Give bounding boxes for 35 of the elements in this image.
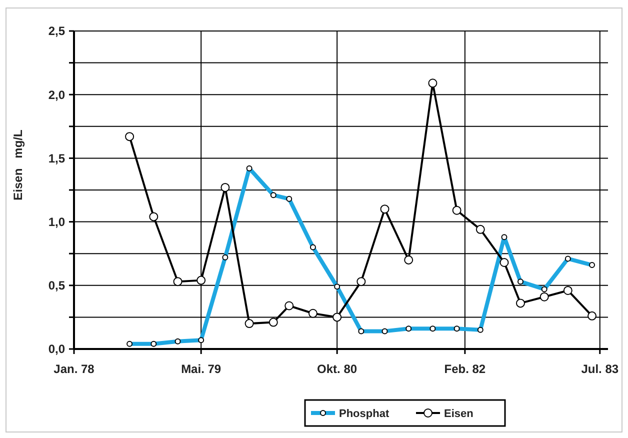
point — [284, 301, 294, 310]
point — [356, 277, 366, 286]
y-tick-label: 0,5 — [48, 278, 66, 293]
point — [588, 311, 597, 320]
point — [220, 182, 230, 192]
legend-label: Phosphat — [339, 408, 390, 420]
y-tick-label: 2,5 — [48, 24, 66, 38]
point — [500, 258, 509, 268]
point — [196, 276, 206, 285]
point — [540, 292, 549, 302]
point — [452, 206, 462, 215]
point — [516, 298, 525, 308]
y-axis-title: Eisen mg/L — [11, 130, 25, 200]
point — [332, 312, 342, 322]
y-tick-label: 0,0 — [48, 342, 66, 356]
point — [244, 319, 254, 328]
point — [173, 277, 182, 286]
point — [308, 308, 318, 318]
x-tick-label: Mai. 79 — [181, 362, 222, 376]
y-tick-label: 1,0 — [48, 215, 66, 229]
point — [476, 224, 485, 234]
point — [125, 132, 134, 142]
point — [149, 212, 158, 222]
y-tick-label: 2,0 — [48, 88, 66, 102]
x-tick-label: Feb. 82 — [444, 362, 486, 376]
point — [428, 78, 438, 88]
x-tick-label: Jan. 78 — [54, 362, 95, 376]
point — [404, 255, 414, 264]
point — [380, 204, 390, 214]
point — [268, 318, 278, 327]
legend-label: Eisen — [444, 408, 474, 420]
x-tick-label: Jul. 83 — [581, 362, 619, 376]
point — [563, 286, 572, 295]
x-tick-label: Okt. 80 — [317, 362, 358, 376]
y-tick-label: 1,5 — [48, 151, 66, 166]
